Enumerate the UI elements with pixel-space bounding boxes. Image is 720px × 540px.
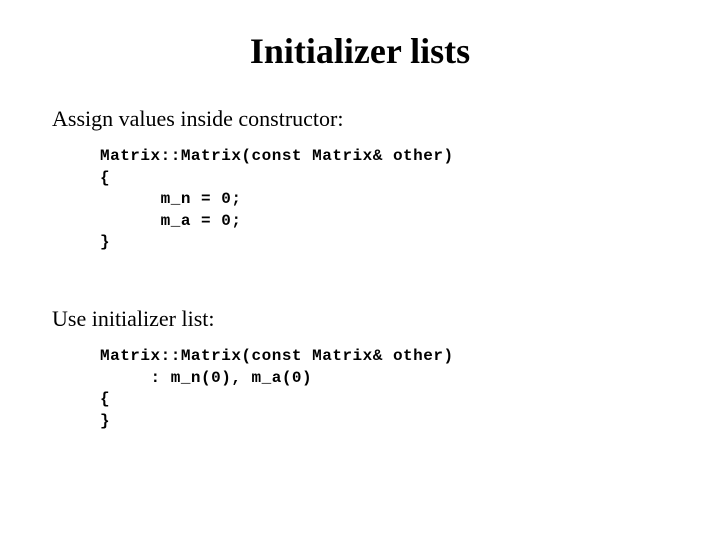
section2-heading: Use initializer list: [52,306,668,332]
section-gap [52,254,668,306]
section1-heading: Assign values inside constructor: [52,106,668,132]
slide-container: Initializer lists Assign values inside c… [0,0,720,432]
section1-code: Matrix::Matrix(const Matrix& other) { m_… [100,146,668,254]
slide-title: Initializer lists [52,30,668,72]
section2-code: Matrix::Matrix(const Matrix& other) : m_… [100,346,668,432]
